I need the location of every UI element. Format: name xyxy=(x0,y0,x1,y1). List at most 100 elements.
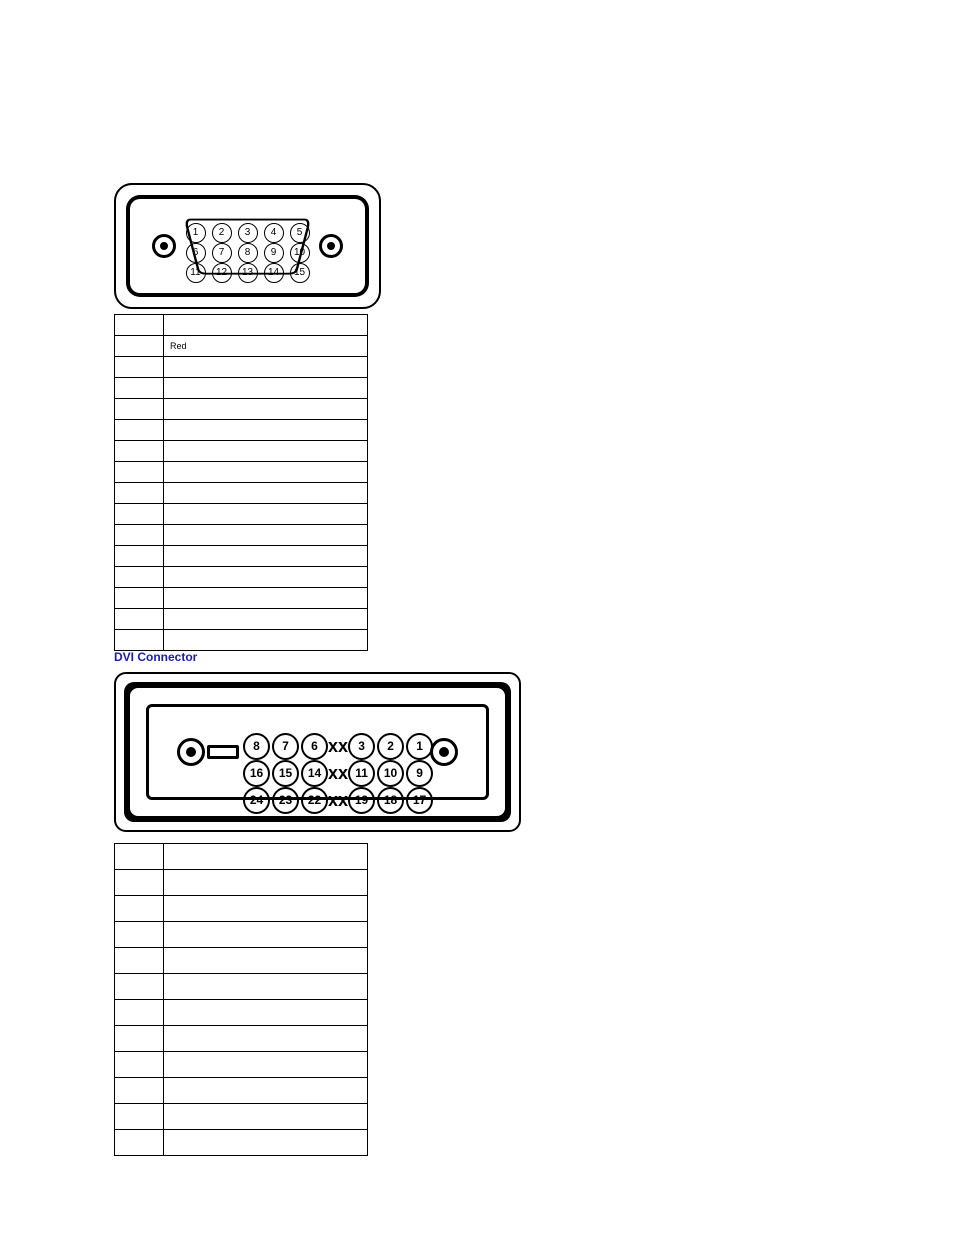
dvi-connector-diagram: 876xx321161514xx11109242322xx191817 xyxy=(114,672,521,832)
dvi-outer-frame: 876xx321161514xx11109242322xx191817 xyxy=(114,672,521,832)
dvi-blade-slot-icon xyxy=(207,745,239,759)
pin-signal-cell xyxy=(164,315,368,336)
dvi-unused-pins-label: xx xyxy=(328,763,348,784)
table-row xyxy=(115,609,368,630)
dvi-pin: 22 xyxy=(301,787,328,814)
pin-signal-cell xyxy=(164,609,368,630)
table-row xyxy=(115,357,368,378)
dvi-pin: 10 xyxy=(377,760,404,787)
pin-signal-cell xyxy=(164,378,368,399)
pin-number-cell xyxy=(115,870,164,896)
pin-number-cell xyxy=(115,1052,164,1078)
pin-signal-cell xyxy=(164,896,368,922)
table-row xyxy=(115,870,368,896)
dvi-pin-row: 876xx321 xyxy=(243,733,430,760)
pin-number-cell xyxy=(115,844,164,870)
vga-pin: 6 xyxy=(186,243,206,263)
pin-signal-cell xyxy=(164,1130,368,1156)
pin-number-cell xyxy=(115,1000,164,1026)
pin-signal-cell xyxy=(164,462,368,483)
pin-signal-cell xyxy=(164,399,368,420)
table-row xyxy=(115,1078,368,1104)
pin-number-cell xyxy=(115,462,164,483)
dvi-unused-pins-label: xx xyxy=(328,736,348,757)
table-row xyxy=(115,378,368,399)
pin-number-cell xyxy=(115,378,164,399)
pin-signal-cell xyxy=(164,1026,368,1052)
vga-pin-row-1: 1 2 3 4 5 xyxy=(186,223,310,243)
dvi-pin-group-left: 242322 xyxy=(243,787,328,814)
vga-pin-table-body: Red xyxy=(115,315,368,651)
pin-signal-cell xyxy=(164,357,368,378)
table-row xyxy=(115,504,368,525)
pin-number-cell xyxy=(115,896,164,922)
dvi-pin: 17 xyxy=(406,787,433,814)
table-row xyxy=(115,441,368,462)
table-row xyxy=(115,588,368,609)
dvi-pin: 14 xyxy=(301,760,328,787)
dvi-pin: 2 xyxy=(377,733,404,760)
dvi-pin: 1 xyxy=(406,733,433,760)
vga-screw-right-icon xyxy=(319,234,343,258)
pin-signal-cell xyxy=(164,483,368,504)
table-row: Red xyxy=(115,336,368,357)
table-row xyxy=(115,315,368,336)
pin-number-cell xyxy=(115,441,164,462)
vga-pin: 2 xyxy=(212,223,232,243)
table-row xyxy=(115,483,368,504)
dvi-pin: 15 xyxy=(272,760,299,787)
pin-number-cell xyxy=(115,974,164,1000)
dvi-pin-group-right: 11109 xyxy=(348,760,433,787)
table-row xyxy=(115,567,368,588)
pin-number-cell xyxy=(115,525,164,546)
pin-signal-cell xyxy=(164,948,368,974)
vga-pin-rows: 1 2 3 4 5 6 7 8 9 10 xyxy=(184,223,311,269)
vga-pin: 7 xyxy=(212,243,232,263)
table-row xyxy=(115,1026,368,1052)
table-row xyxy=(115,420,368,441)
table-row xyxy=(115,525,368,546)
pin-number-cell xyxy=(115,630,164,651)
dvi-pin: 9 xyxy=(406,760,433,787)
dvi-connector-heading: DVI Connector xyxy=(114,650,197,664)
dvi-pin: 3 xyxy=(348,733,375,760)
pin-number-cell xyxy=(115,315,164,336)
pin-signal-cell xyxy=(164,546,368,567)
table-row xyxy=(115,462,368,483)
table-row xyxy=(115,1104,368,1130)
pin-signal-cell: Red xyxy=(164,336,368,357)
dvi-pin: 7 xyxy=(272,733,299,760)
vga-pin-row-3: 11 12 13 14 15 xyxy=(186,263,310,283)
pin-number-cell xyxy=(115,1104,164,1130)
dvi-pin: 23 xyxy=(272,787,299,814)
vga-pin: 12 xyxy=(212,263,232,283)
vga-screw-left-icon xyxy=(152,234,176,258)
table-row xyxy=(115,546,368,567)
pin-signal-cell xyxy=(164,441,368,462)
table-row xyxy=(115,844,368,870)
pin-signal-cell xyxy=(164,922,368,948)
dvi-pin: 8 xyxy=(243,733,270,760)
pin-signal-cell xyxy=(164,1000,368,1026)
dvi-pin-table-body xyxy=(115,844,368,1156)
vga-pin: 4 xyxy=(264,223,284,243)
pin-number-cell xyxy=(115,567,164,588)
dvi-screw-left-icon xyxy=(177,738,205,766)
pin-number-cell xyxy=(115,922,164,948)
pin-signal-cell xyxy=(164,1078,368,1104)
dvi-unused-pins-label: xx xyxy=(328,790,348,811)
vga-pin: 13 xyxy=(238,263,258,283)
table-row xyxy=(115,896,368,922)
dvi-pin: 24 xyxy=(243,787,270,814)
dvi-pin-table xyxy=(114,843,368,1156)
pin-number-cell xyxy=(115,609,164,630)
dvi-pin-group-left: 876 xyxy=(243,733,328,760)
pin-number-cell xyxy=(115,1078,164,1104)
dvi-pin-group-right: 321 xyxy=(348,733,433,760)
dvi-pin: 19 xyxy=(348,787,375,814)
dvi-pin-group-right: 191817 xyxy=(348,787,433,814)
table-row xyxy=(115,922,368,948)
pin-signal-cell xyxy=(164,567,368,588)
table-row xyxy=(115,630,368,651)
table-row xyxy=(115,948,368,974)
